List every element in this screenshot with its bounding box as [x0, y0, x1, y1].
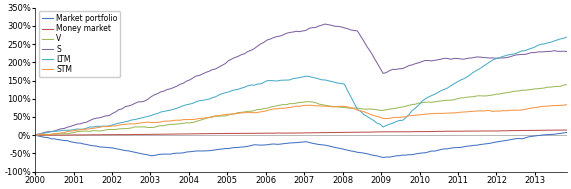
Line: S: S — [35, 24, 567, 135]
V — [370, 108, 377, 110]
S — [564, 50, 570, 53]
LTM — [554, 39, 561, 41]
Market portfolio — [31, 134, 38, 136]
STM — [554, 105, 561, 107]
V — [531, 88, 538, 90]
S — [180, 82, 187, 84]
Market portfolio — [534, 135, 541, 137]
Market portfolio — [564, 131, 570, 134]
Money market — [373, 131, 380, 133]
Market portfolio — [557, 132, 564, 135]
Market portfolio — [370, 154, 377, 156]
V — [554, 85, 561, 88]
Money market — [38, 134, 45, 136]
STM — [45, 134, 51, 136]
STM — [531, 107, 538, 109]
STM — [180, 119, 187, 121]
Money market — [389, 131, 396, 133]
Market portfolio — [380, 156, 387, 159]
Line: Market portfolio: Market portfolio — [35, 132, 567, 157]
Market portfolio — [45, 136, 51, 139]
Legend: Market portfolio, Money market, V, S, LTM, STM: Market portfolio, Money market, V, S, LT… — [39, 12, 120, 77]
S — [389, 68, 396, 70]
Money market — [564, 129, 570, 131]
STM — [370, 114, 377, 116]
Market portfolio — [389, 155, 396, 158]
S — [534, 51, 541, 53]
Money market — [534, 129, 541, 131]
S — [373, 61, 380, 64]
Money market — [48, 134, 55, 136]
S — [321, 23, 328, 25]
Market portfolio — [180, 152, 187, 154]
V — [564, 84, 570, 86]
LTM — [386, 123, 393, 125]
S — [557, 50, 564, 53]
V — [386, 108, 393, 110]
LTM — [564, 36, 570, 38]
STM — [386, 117, 393, 119]
Money market — [31, 134, 38, 136]
S — [45, 131, 51, 133]
Line: V: V — [35, 85, 567, 135]
LTM — [45, 131, 51, 134]
V — [180, 122, 187, 124]
S — [31, 134, 38, 136]
STM — [564, 104, 570, 106]
Line: Money market: Money market — [35, 130, 567, 135]
Line: STM: STM — [35, 105, 567, 135]
V — [31, 134, 38, 136]
LTM — [531, 46, 538, 48]
V — [45, 133, 51, 136]
Money market — [557, 129, 564, 131]
LTM — [31, 134, 38, 136]
LTM — [370, 119, 377, 122]
LTM — [180, 105, 187, 107]
STM — [31, 134, 38, 136]
Line: LTM: LTM — [35, 37, 567, 135]
Money market — [183, 133, 190, 135]
